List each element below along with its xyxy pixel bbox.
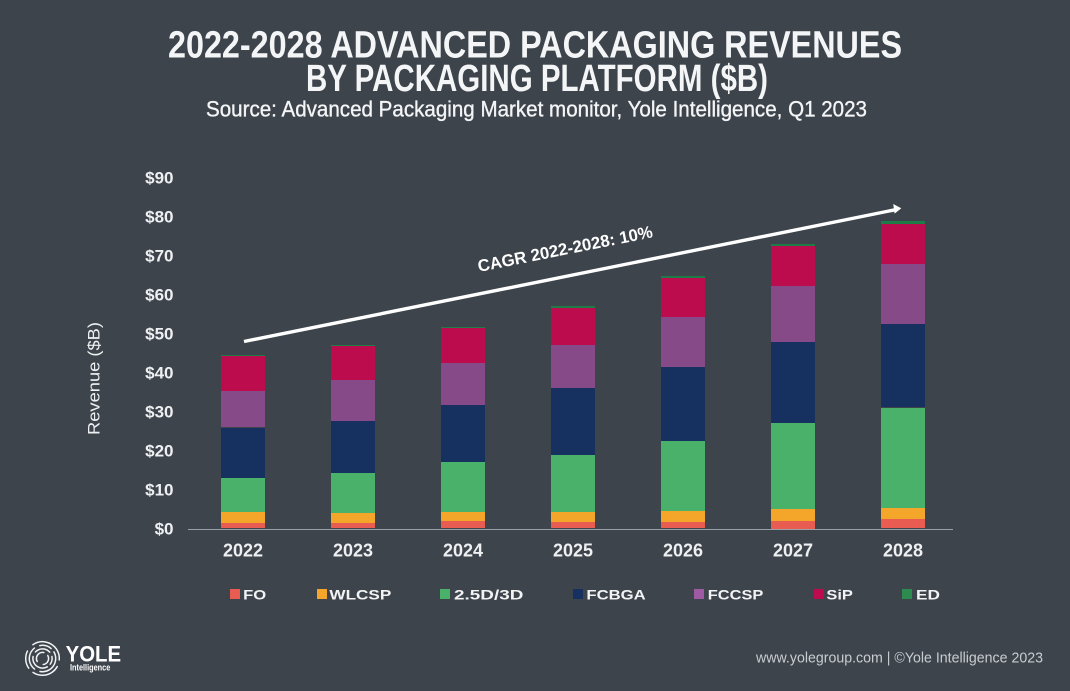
svg-text:2022-2028 ADVANCED PACKAGING R: 2022-2028 ADVANCED PACKAGING REVENUES xyxy=(168,24,902,66)
svg-text:$20: $20 xyxy=(145,441,173,460)
svg-text:$30: $30 xyxy=(145,402,173,421)
svg-text:FCCSP: FCCSP xyxy=(708,587,764,603)
svg-text:www.yolegroup.com | ©Yole Inte: www.yolegroup.com | ©Yole Intelligence 2… xyxy=(755,650,1043,666)
svg-text:2028: 2028 xyxy=(883,540,923,560)
svg-text:2023: 2023 xyxy=(333,540,373,560)
svg-text:$70: $70 xyxy=(145,246,173,265)
svg-text:$80: $80 xyxy=(145,207,173,226)
svg-text:$60: $60 xyxy=(145,285,173,304)
svg-text:Intelligence: Intelligence xyxy=(70,662,110,673)
svg-text:2.5D/3D: 2.5D/3D xyxy=(454,587,523,603)
svg-text:$90: $90 xyxy=(145,168,173,187)
svg-text:FO: FO xyxy=(243,587,266,603)
svg-text:2025: 2025 xyxy=(553,540,593,560)
svg-text:$10: $10 xyxy=(145,480,173,499)
svg-text:SiP: SiP xyxy=(826,587,853,603)
svg-text:WLCSP: WLCSP xyxy=(329,587,391,603)
svg-text:CAGR 2022-2028: 10%: CAGR 2022-2028: 10% xyxy=(476,222,654,276)
svg-text:FCBGA: FCBGA xyxy=(586,587,645,603)
svg-text:Source: Advanced Packaging Mar: Source: Advanced Packaging Market monito… xyxy=(206,96,867,121)
svg-text:$50: $50 xyxy=(145,324,173,343)
svg-text:Revenue ($B): Revenue ($B) xyxy=(85,322,104,435)
svg-text:2026: 2026 xyxy=(663,540,703,560)
svg-text:BY PACKAGING PLATFORM ($B): BY PACKAGING PLATFORM ($B) xyxy=(306,58,768,100)
svg-text:$0: $0 xyxy=(155,519,174,538)
svg-text:YOLE: YOLE xyxy=(66,642,122,667)
svg-text:ED: ED xyxy=(916,587,940,603)
svg-text:2027: 2027 xyxy=(773,540,813,560)
svg-text:2022: 2022 xyxy=(223,540,263,560)
svg-text:2024: 2024 xyxy=(443,540,483,560)
svg-text:$40: $40 xyxy=(145,363,173,382)
